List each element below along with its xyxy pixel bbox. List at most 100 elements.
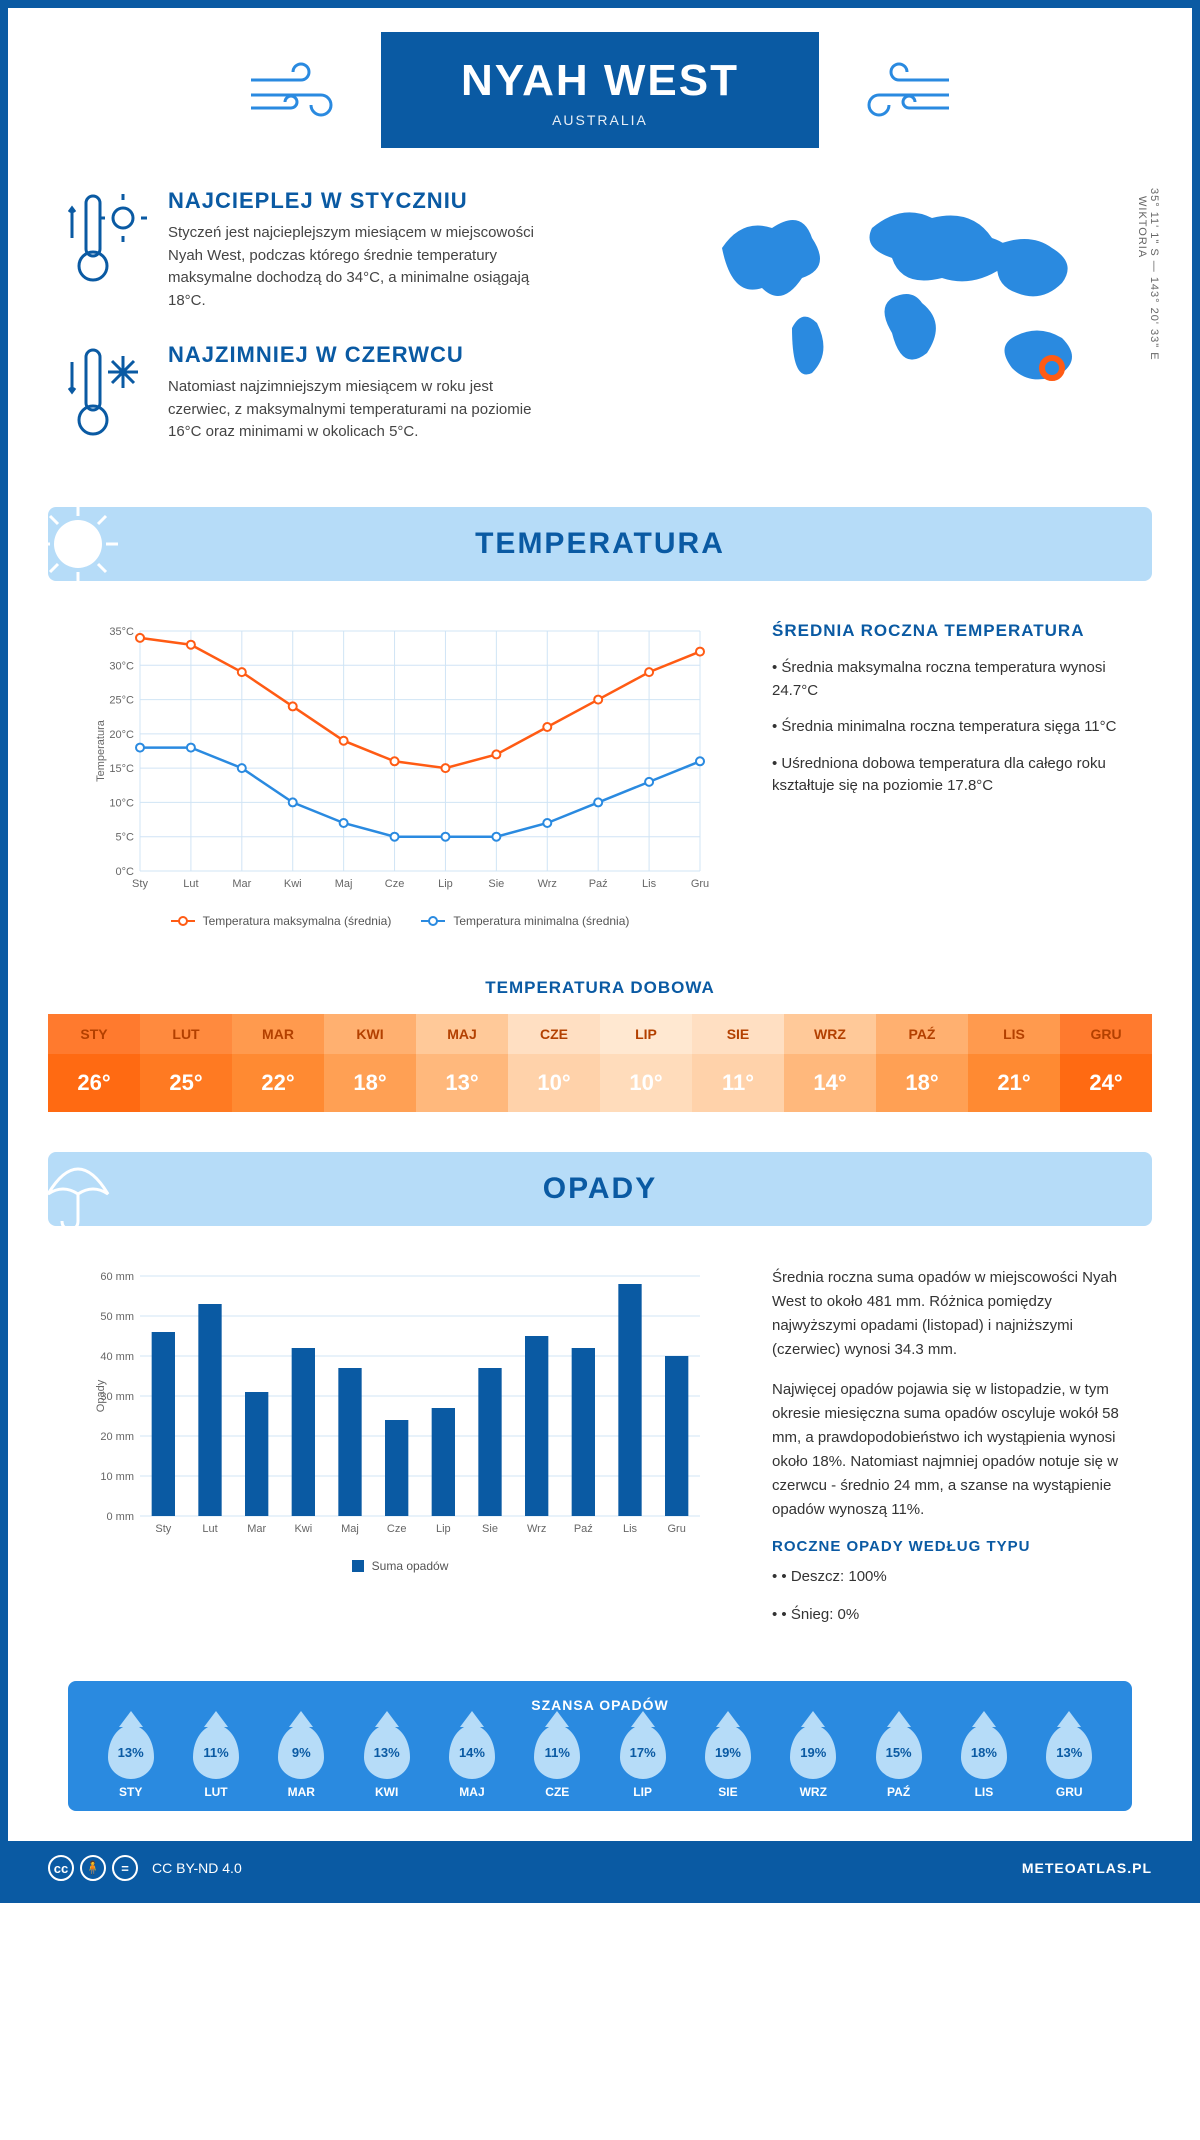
site-name: METEOATLAS.PL xyxy=(1022,1860,1152,1876)
avg-temp-bullet: Uśredniona dobowa temperatura dla całego… xyxy=(772,753,1132,798)
svg-text:Cze: Cze xyxy=(385,878,405,890)
svg-text:Lut: Lut xyxy=(183,878,198,890)
cc-icon: cc xyxy=(48,1855,74,1881)
rain-para2: Najwięcej opadów pojawia się w listopadz… xyxy=(772,1378,1132,1522)
svg-text:10 mm: 10 mm xyxy=(100,1471,134,1483)
rain-chance-drop: 13%KWI xyxy=(364,1725,410,1799)
daily-cell: WRZ14° xyxy=(784,1014,876,1112)
warmest-text: Styczeń jest najcieplejszym miesiącem w … xyxy=(168,222,548,312)
temperature-title: TEMPERATURA xyxy=(475,527,725,560)
world-map: 35° 11' 1" S — 143° 20' 33" E WIKTORIA xyxy=(692,188,1132,477)
avg-temp-bullet: Średnia maksymalna roczna temperatura wy… xyxy=(772,657,1132,702)
temperature-line-chart: 0°C5°C10°C15°C20°C25°C30°C35°CStyLutMarK… xyxy=(68,621,732,928)
svg-text:Opady: Opady xyxy=(95,1379,107,1412)
svg-text:10°C: 10°C xyxy=(109,797,134,809)
svg-text:Wrz: Wrz xyxy=(527,1523,546,1535)
svg-text:0°C: 0°C xyxy=(116,866,135,878)
svg-text:Maj: Maj xyxy=(341,1523,359,1535)
svg-text:Mar: Mar xyxy=(247,1523,266,1535)
coords-lon: 143° 20' 33" E xyxy=(1148,277,1160,361)
svg-text:Cze: Cze xyxy=(387,1523,407,1535)
wind-icon-right xyxy=(839,50,959,130)
svg-text:Kwi: Kwi xyxy=(284,878,302,890)
svg-text:Lis: Lis xyxy=(642,878,657,890)
legend-min: .legend-item:nth-child(2) .legend-swatch… xyxy=(421,914,629,928)
city-name: NYAH WEST xyxy=(461,56,739,106)
wind-icon-left xyxy=(241,50,361,130)
svg-text:15°C: 15°C xyxy=(109,763,134,775)
rain-chance-drop: 13%GRU xyxy=(1046,1725,1092,1799)
coldest-block: NAJZIMNIEJ W CZERWCU Natomiast najzimnie… xyxy=(68,342,652,447)
daily-cell: LIP10° xyxy=(600,1014,692,1112)
rain-type-title: ROCZNE OPADY WEDŁUG TYPU xyxy=(772,1538,1132,1555)
rain-chance-drop: 14%MAJ xyxy=(449,1725,495,1799)
svg-text:Gru: Gru xyxy=(691,878,709,890)
rain-chance-box: SZANSA OPADÓW 13%STY11%LUT9%MAR13%KWI14%… xyxy=(68,1681,1132,1811)
svg-text:Gru: Gru xyxy=(667,1523,685,1535)
daily-cell: LUT25° xyxy=(140,1014,232,1112)
daily-cell: MAJ13° xyxy=(416,1014,508,1112)
rain-title: OPADY xyxy=(543,1172,657,1205)
license-text: CC BY-ND 4.0 xyxy=(152,1860,242,1876)
rain-type-item: • Deszcz: 100% xyxy=(772,1565,1132,1589)
coords-region: WIKTORIA xyxy=(1136,196,1148,361)
svg-text:50 mm: 50 mm xyxy=(100,1311,134,1323)
daily-cell: STY26° xyxy=(48,1014,140,1112)
rain-chance-drop: 19%SIE xyxy=(705,1725,751,1799)
daily-cell: PAŹ18° xyxy=(876,1014,968,1112)
coordinates: 35° 11' 1" S — 143° 20' 33" E WIKTORIA xyxy=(1136,188,1160,361)
avg-temp-bullets: Średnia maksymalna roczna temperatura wy… xyxy=(772,657,1132,798)
svg-text:Sie: Sie xyxy=(488,878,504,890)
svg-text:30°C: 30°C xyxy=(109,660,134,672)
daily-cell: SIE11° xyxy=(692,1014,784,1112)
svg-text:Lis: Lis xyxy=(623,1523,638,1535)
title-banner: NYAH WEST AUSTRALIA xyxy=(381,32,819,148)
umbrella-icon xyxy=(28,1139,128,1239)
coords-lat: 35° 11' 1" S xyxy=(1148,188,1160,257)
svg-text:Sie: Sie xyxy=(482,1523,498,1535)
rain-chance-drop: 15%PAŹ xyxy=(876,1725,922,1799)
svg-text:Sty: Sty xyxy=(132,878,148,890)
svg-text:Paź: Paź xyxy=(589,878,608,890)
svg-text:25°C: 25°C xyxy=(109,695,134,707)
svg-text:60 mm: 60 mm xyxy=(100,1271,134,1283)
svg-text:40 mm: 40 mm xyxy=(100,1351,134,1363)
daily-cell: MAR22° xyxy=(232,1014,324,1112)
rain-para1: Średnia roczna suma opadów w miejscowośc… xyxy=(772,1266,1132,1362)
warmest-block: NAJCIEPLEJ W STYCZNIU Styczeń jest najci… xyxy=(68,188,652,312)
daily-cell: GRU24° xyxy=(1060,1014,1152,1112)
rain-bar-chart: 0 mm10 mm20 mm30 mm40 mm50 mm60 mmStyLut… xyxy=(68,1266,732,1641)
rain-chance-drop: 11%CZE xyxy=(534,1725,580,1799)
svg-text:Mar: Mar xyxy=(232,878,251,890)
svg-text:Kwi: Kwi xyxy=(294,1523,312,1535)
page-footer: cc 🧍 = CC BY-ND 4.0 METEOATLAS.PL xyxy=(8,1841,1192,1895)
legend-rain: Suma opadów xyxy=(352,1559,449,1573)
nd-icon: = xyxy=(112,1855,138,1881)
daily-cell: KWI18° xyxy=(324,1014,416,1112)
rain-type-list: • Deszcz: 100%• Śnieg: 0% xyxy=(772,1565,1132,1627)
sun-icon xyxy=(28,494,128,594)
svg-text:Wrz: Wrz xyxy=(538,878,557,890)
by-icon: 🧍 xyxy=(80,1855,106,1881)
svg-text:Lip: Lip xyxy=(436,1523,451,1535)
svg-text:20 mm: 20 mm xyxy=(100,1431,134,1443)
temperature-section-header: TEMPERATURA xyxy=(48,507,1152,581)
rain-section-header: OPADY xyxy=(48,1152,1152,1226)
svg-text:Lut: Lut xyxy=(202,1523,217,1535)
svg-text:Sty: Sty xyxy=(155,1523,171,1535)
page-header: NYAH WEST AUSTRALIA xyxy=(8,8,1192,148)
svg-text:35°C: 35°C xyxy=(109,626,134,638)
warmest-title: NAJCIEPLEJ W STYCZNIU xyxy=(168,188,548,214)
svg-text:0 mm: 0 mm xyxy=(107,1511,135,1523)
daily-cell: CZE10° xyxy=(508,1014,600,1112)
license-block: cc 🧍 = CC BY-ND 4.0 xyxy=(48,1855,242,1881)
rain-chance-title: SZANSA OPADÓW xyxy=(88,1697,1112,1713)
legend-max: .legend-item:nth-child(1) .legend-swatch… xyxy=(171,914,392,928)
avg-temp-bullet: Średnia minimalna roczna temperatura się… xyxy=(772,716,1132,739)
svg-text:Paź: Paź xyxy=(574,1523,593,1535)
svg-text:Temperatura: Temperatura xyxy=(95,719,107,782)
rain-chance-drop: 17%LIP xyxy=(620,1725,666,1799)
coldest-text: Natomiast najzimniejszym miesiącem w rok… xyxy=(168,376,548,444)
svg-text:Maj: Maj xyxy=(335,878,353,890)
country-name: AUSTRALIA xyxy=(461,112,739,128)
